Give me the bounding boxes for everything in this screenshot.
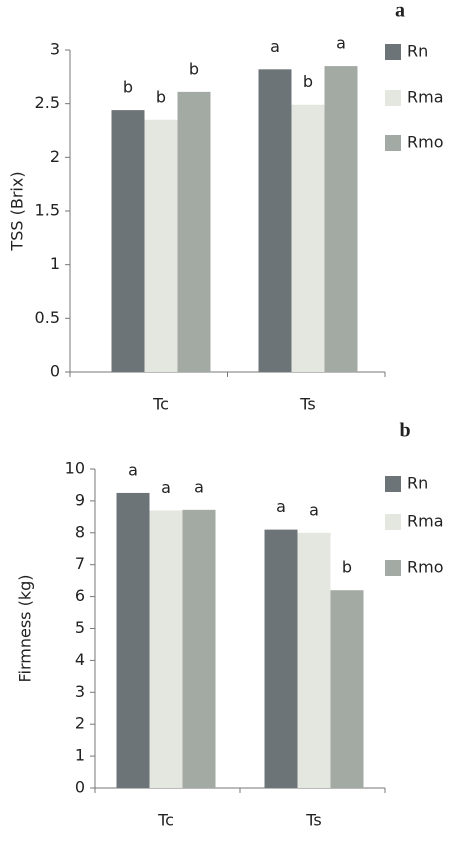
y-tick-label: 2 [75,714,85,733]
bar [177,91,211,373]
legend-label: Rn [407,474,428,493]
significance-letter: a [128,460,138,479]
y-tick-label: 3 [50,40,60,59]
bar [324,66,358,372]
y-tick-label: 3 [75,682,85,701]
panel-label: b [399,420,410,442]
bar [330,590,364,788]
legend-swatch [385,560,401,576]
significance-letter: b [189,59,199,78]
y-tick-label: 1 [50,254,60,273]
legend-swatch [385,44,401,60]
y-tick-label: 9 [75,490,85,509]
significance-letter: b [303,72,313,91]
legend-label: Rmo [407,133,444,152]
bar [116,492,150,788]
significance-letter: a [194,477,204,496]
significance-letter: a [336,34,346,53]
y-axis-label: Firmness (kg) [16,574,35,682]
legend-swatch [385,90,401,106]
legend-label: Rmo [407,558,444,577]
legend-label: Rma [407,88,444,107]
legend-label: Rma [407,512,444,531]
y-tick-label: 10 [65,459,85,478]
legend-swatch [385,514,401,530]
bar [144,119,178,373]
y-tick-label: 4 [75,650,85,669]
legend-swatch [385,135,401,151]
y-tick-label: 1 [75,746,85,765]
x-tick-label: Tc [152,395,169,414]
bar [291,104,325,373]
bar [264,529,298,788]
bar [258,69,292,372]
legend-label: Rn [407,42,428,61]
y-tick-label: 2.5 [35,93,60,112]
significance-letter: b [156,87,166,106]
y-tick-label: 0 [75,778,85,797]
y-tick-label: 7 [75,554,85,573]
panel-label: a [395,0,405,22]
y-tick-label: 2 [50,147,60,166]
significance-letter: b [123,78,133,97]
bar [111,110,145,373]
y-axis-label: TSS (Brix) [8,171,27,251]
bar [149,510,183,788]
y-tick-label: 5 [75,618,85,637]
bar [182,509,216,788]
bar [297,532,331,788]
significance-letter: a [276,497,286,516]
significance-letter: a [270,37,280,56]
significance-letter: a [309,500,319,519]
y-tick-label: 6 [75,586,85,605]
y-tick-label: 1.5 [35,201,60,220]
legend-swatch [385,476,401,492]
significance-letter: b [342,558,352,577]
x-tick-label: Tc [157,811,174,830]
significance-letter: a [161,478,171,497]
x-tick-label: Ts [305,811,321,830]
y-tick-label: 0 [50,362,60,381]
y-tick-label: 8 [75,522,85,541]
y-tick-label: 0.5 [35,308,60,327]
x-tick-label: Ts [299,395,315,414]
